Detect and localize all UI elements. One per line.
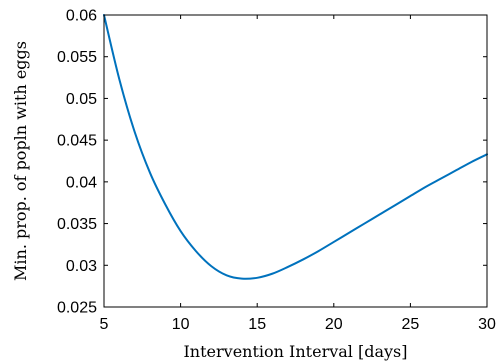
- plot-frame: [103, 14, 488, 308]
- series-line: [103, 14, 488, 280]
- x-tick-label: 15: [248, 316, 266, 333]
- x-tick-label: 20: [325, 316, 343, 333]
- x-tick-label: 10: [172, 316, 190, 333]
- x-tick-label: 25: [402, 316, 420, 333]
- y-tick-label: 0.06: [66, 8, 97, 25]
- y-tick-label: 0.055: [57, 49, 97, 66]
- y-tick-label: 0.025: [57, 300, 97, 317]
- y-axis-label: Min. prop. of popln with eggs: [11, 41, 30, 281]
- y-tick-label: 0.035: [57, 216, 97, 233]
- y-tick-label: 0.03: [66, 258, 97, 275]
- tick-labels: 5 10 15 20 25 30 0.025 0.03 0.035 0.04 0.045 0.05 0.…: [57, 8, 496, 334]
- x-axis-label: Intervention Interval [days]: [183, 342, 407, 361]
- x-tick-label: 30: [478, 316, 496, 333]
- series-layer: [103, 14, 488, 280]
- y-tick-label: 0.045: [57, 133, 97, 150]
- plot-area: [104, 15, 487, 307]
- x-tick-label: 5: [100, 316, 109, 333]
- y-tick-label: 0.05: [66, 91, 97, 108]
- y-tick-label: 0.04: [66, 174, 97, 191]
